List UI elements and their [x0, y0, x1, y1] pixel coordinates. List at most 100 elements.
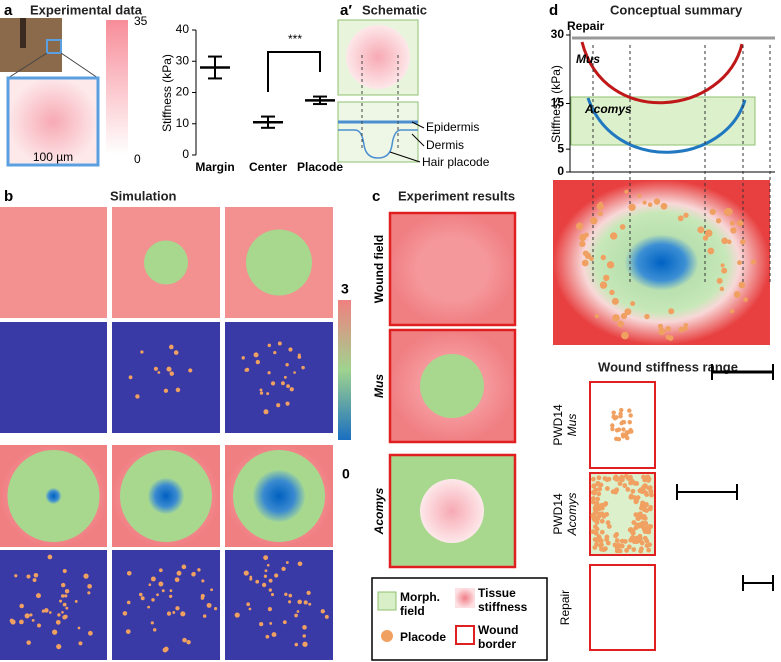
legend-label: Morph. field	[400, 590, 440, 618]
placode-dot	[62, 568, 67, 574]
placode-dot	[241, 356, 245, 360]
panel-label: c	[372, 188, 380, 205]
placode-dot	[635, 495, 641, 501]
placode-dot	[77, 626, 81, 630]
placode-dot	[620, 312, 628, 320]
row-label: Mus	[565, 414, 579, 437]
placode-dot	[605, 520, 611, 526]
placode-dot	[579, 240, 586, 248]
placode-dot	[643, 490, 649, 496]
placode-dot	[647, 202, 653, 207]
placode-dot	[55, 619, 61, 625]
placode-dot	[60, 582, 66, 588]
morph-field	[246, 229, 312, 296]
photo	[0, 18, 62, 72]
placode-dot	[599, 542, 604, 548]
placode-dot	[624, 189, 629, 194]
placode-dot	[594, 519, 600, 525]
placode-dot	[157, 371, 161, 374]
placode-dot	[638, 487, 644, 493]
placode-dot	[324, 614, 329, 619]
placode-dot	[288, 593, 293, 598]
placode-dot	[603, 501, 609, 506]
placode-dot	[594, 541, 599, 547]
placode-dot	[596, 514, 602, 520]
sim-cell	[0, 207, 107, 318]
series-label: Acomys	[584, 102, 632, 116]
placode-dot	[302, 634, 306, 638]
placode-dot	[180, 611, 186, 617]
placode-dot	[595, 496, 601, 502]
panel-label: d	[549, 2, 558, 19]
legend-swatch	[377, 591, 397, 611]
placode-dot	[52, 629, 58, 635]
placode-dot	[626, 544, 632, 550]
row-label: Acomys	[372, 487, 386, 535]
placode-dot	[63, 614, 68, 619]
wound-cell	[388, 211, 517, 327]
placode-dot	[599, 281, 608, 289]
legend-swatch	[381, 630, 393, 642]
placode-dot	[610, 232, 618, 240]
placode-dot	[293, 371, 296, 374]
subtitle: Wound stiffness range	[598, 359, 738, 374]
stiff-core	[45, 488, 62, 504]
zoom-image	[6, 76, 100, 167]
placode-dot	[597, 486, 603, 492]
placode-dot	[169, 371, 174, 376]
placode-dot	[285, 401, 290, 406]
placode-dot	[582, 250, 589, 257]
placode-dot	[61, 594, 65, 598]
placode-dot	[87, 583, 92, 589]
placode-dot	[716, 277, 723, 284]
placode-dot	[599, 518, 605, 524]
placode-dot	[621, 427, 626, 432]
placode-dot	[599, 529, 605, 535]
placode-dot	[166, 611, 172, 616]
placode-dot	[624, 548, 629, 553]
placode-dot	[249, 577, 253, 581]
placode-dot	[640, 520, 646, 526]
placode-dot	[31, 618, 35, 622]
placode-dot	[152, 628, 157, 632]
placode-dot	[617, 320, 624, 328]
placode-dot	[87, 591, 91, 595]
placode-dot	[721, 237, 728, 245]
colorbar	[106, 20, 128, 155]
placode-dot	[138, 592, 143, 597]
colorbar-tick: 3	[341, 281, 349, 297]
placode-dot	[210, 588, 214, 592]
placode-dot	[606, 524, 612, 529]
panel-label: b	[4, 188, 13, 205]
placode-dot	[638, 505, 644, 511]
placode-dot	[594, 526, 600, 532]
placode-dot	[306, 590, 311, 596]
placode-dot	[47, 554, 53, 560]
placode-dot	[593, 487, 599, 493]
significance: ***	[288, 32, 302, 46]
placode-dot	[613, 533, 618, 539]
placode-dot	[158, 581, 164, 587]
placode-dot	[175, 606, 180, 611]
placode-dot	[726, 239, 732, 245]
placode-dot	[633, 512, 639, 518]
placode-dot	[61, 610, 64, 614]
y-tick-label: 0	[557, 164, 564, 178]
placode-dot	[122, 611, 128, 616]
pointer	[389, 151, 421, 163]
placode-dot	[614, 538, 620, 543]
legend-label: Tissue stiffness	[478, 586, 528, 614]
placode-dot	[603, 274, 610, 282]
placode-dot	[285, 363, 289, 367]
mus-curve	[580, 41, 744, 105]
placode-dot	[729, 220, 735, 226]
placode-dot	[320, 609, 325, 614]
placode-dot	[630, 301, 636, 307]
inner-field	[420, 354, 484, 418]
placode-dot	[612, 416, 618, 421]
y-tick-label: 30	[176, 53, 190, 67]
placode-dot	[707, 247, 715, 255]
sim-cell	[112, 550, 220, 660]
placode-dot	[62, 602, 67, 607]
placode-dot	[297, 599, 302, 605]
